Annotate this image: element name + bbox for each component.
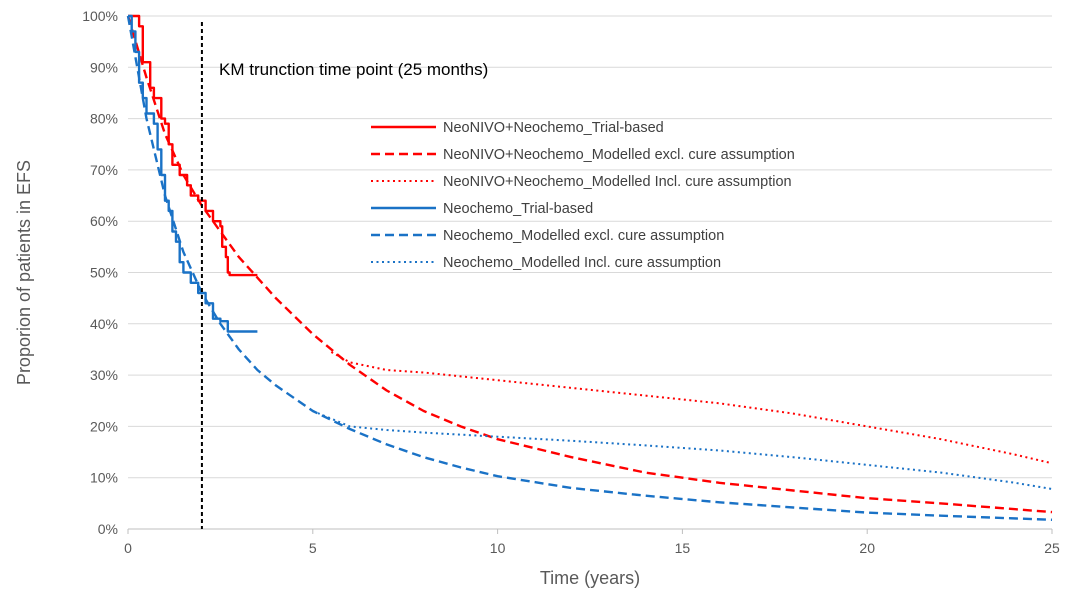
series-line-2	[126, 15, 1053, 514]
legend-label-6: Neochemo_Modelled Incl. cure assumption	[443, 255, 721, 271]
y-axis-title: Proporion of patients in EFS	[14, 160, 34, 385]
truncation-label: KM trunction time point (25 months)	[219, 60, 488, 79]
series-line-1	[128, 14, 258, 277]
y-tick-label: 0%	[98, 521, 118, 537]
y-tick-label: 100%	[82, 8, 118, 24]
legend-label-5: Neochemo_Modelled excl. cure assumption	[443, 228, 724, 244]
y-tick-label: 90%	[90, 59, 118, 75]
annotation-layer: KM trunction time point (25 months)	[200, 22, 488, 529]
legend-label-3: NeoNIVO+Neochemo_Modelled Incl. cure ass…	[443, 174, 792, 190]
y-tick-label: 60%	[90, 213, 118, 229]
x-tick-label: 15	[675, 540, 691, 556]
x-tick-label: 20	[859, 540, 875, 556]
series-line-3	[330, 351, 1053, 465]
x-tick-label: 5	[309, 540, 317, 556]
y-tick-label: 50%	[90, 265, 118, 281]
legend-label-1: NeoNIVO+Neochemo_Trial-based	[443, 120, 664, 136]
y-tick-label: 10%	[90, 470, 118, 486]
y-tick-label: 40%	[90, 316, 118, 332]
x-axis-title: Time (years)	[540, 568, 640, 588]
legend: NeoNIVO+Neochemo_Trial-based NeoNIVO+Neoc…	[371, 120, 795, 271]
series-line-6	[312, 410, 1053, 490]
y-tick-label: 70%	[90, 162, 118, 178]
y-tick-label: 80%	[90, 111, 118, 127]
series-layer	[126, 14, 1053, 521]
x-tick-label: 0	[124, 540, 132, 556]
x-tick-label: 10	[490, 540, 506, 556]
x-tick-label: 25	[1044, 540, 1060, 556]
axis-layer: 0% 10% 20% 30% 40% 50% 60% 70% 80% 90% 100% 0 5 10 15 2…	[82, 8, 1060, 556]
legend-label-4: Neochemo_Trial-based	[443, 201, 593, 217]
legend-label-2: NeoNIVO+Neochemo_Modelled excl. cure ass…	[443, 147, 795, 163]
grid-layer	[128, 15, 1052, 479]
y-tick-label: 30%	[90, 367, 118, 383]
y-tick-label: 20%	[90, 418, 118, 434]
